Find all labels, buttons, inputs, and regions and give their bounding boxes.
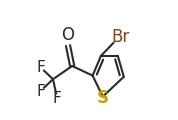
Text: F: F bbox=[36, 60, 45, 75]
Text: F: F bbox=[36, 84, 45, 99]
Text: O: O bbox=[62, 26, 75, 44]
Text: S: S bbox=[97, 89, 109, 107]
Text: Br: Br bbox=[111, 28, 129, 46]
Text: F: F bbox=[53, 91, 62, 106]
